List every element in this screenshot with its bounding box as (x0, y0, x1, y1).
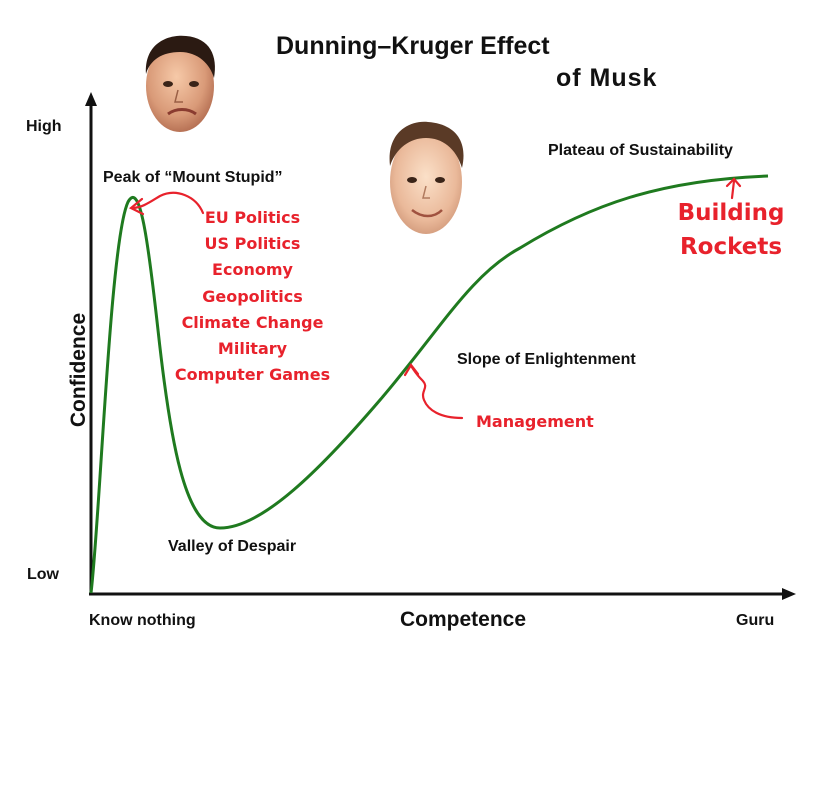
peak-topics-list: EU Politics US Politics Economy Geopolit… (170, 205, 335, 388)
chart-title: Dunning–Kruger Effect (276, 32, 550, 60)
chart-subtitle: of Musk (556, 64, 658, 92)
x-axis-arrowhead (782, 588, 796, 600)
y-axis-arrowhead (85, 92, 97, 106)
annotation-arrows (128, 177, 742, 420)
x-axis-right-label: Guru (736, 612, 775, 629)
peak-arrow-head (128, 197, 145, 216)
stage-peak-label: Peak of “Mount Stupid” (103, 169, 283, 186)
x-axis-title: Competence (400, 608, 527, 631)
musk-face-photo (145, 35, 215, 132)
slope-arrow-head (403, 363, 420, 377)
peak-topic: EU Politics (204, 208, 301, 227)
plateau-topic-line: Rockets (679, 234, 783, 260)
y-axis-high-label: High (26, 118, 62, 135)
x-axis-left-label: Know nothing (89, 612, 196, 629)
plateau-topic-line: Building (677, 200, 785, 226)
plateau-topic-label: Building Rockets (672, 196, 790, 264)
plateau-arrow (730, 179, 736, 200)
peak-topic: Economy (212, 260, 293, 280)
peak-topic: Computer Games (174, 365, 331, 385)
stage-slope-label: Slope of Enlightenment (457, 351, 636, 368)
peak-topic: Geopolitics (202, 286, 303, 306)
slope-topic-label: Management (476, 412, 594, 431)
peak-topic: Military (217, 339, 288, 359)
peak-topic: Climate Change (181, 312, 324, 332)
stage-plateau-label: Plateau of Sustainability (548, 142, 733, 159)
y-axis-low-label: Low (27, 566, 59, 583)
plateau-arrow-head (725, 177, 742, 188)
young-musk-face-photo (384, 120, 468, 236)
peak-arrow (130, 191, 205, 215)
axes (85, 92, 796, 600)
dunning-kruger-curve (89, 174, 769, 594)
peak-topic: US Politics (204, 234, 301, 254)
stage-valley-label: Valley of Despair (168, 538, 297, 555)
